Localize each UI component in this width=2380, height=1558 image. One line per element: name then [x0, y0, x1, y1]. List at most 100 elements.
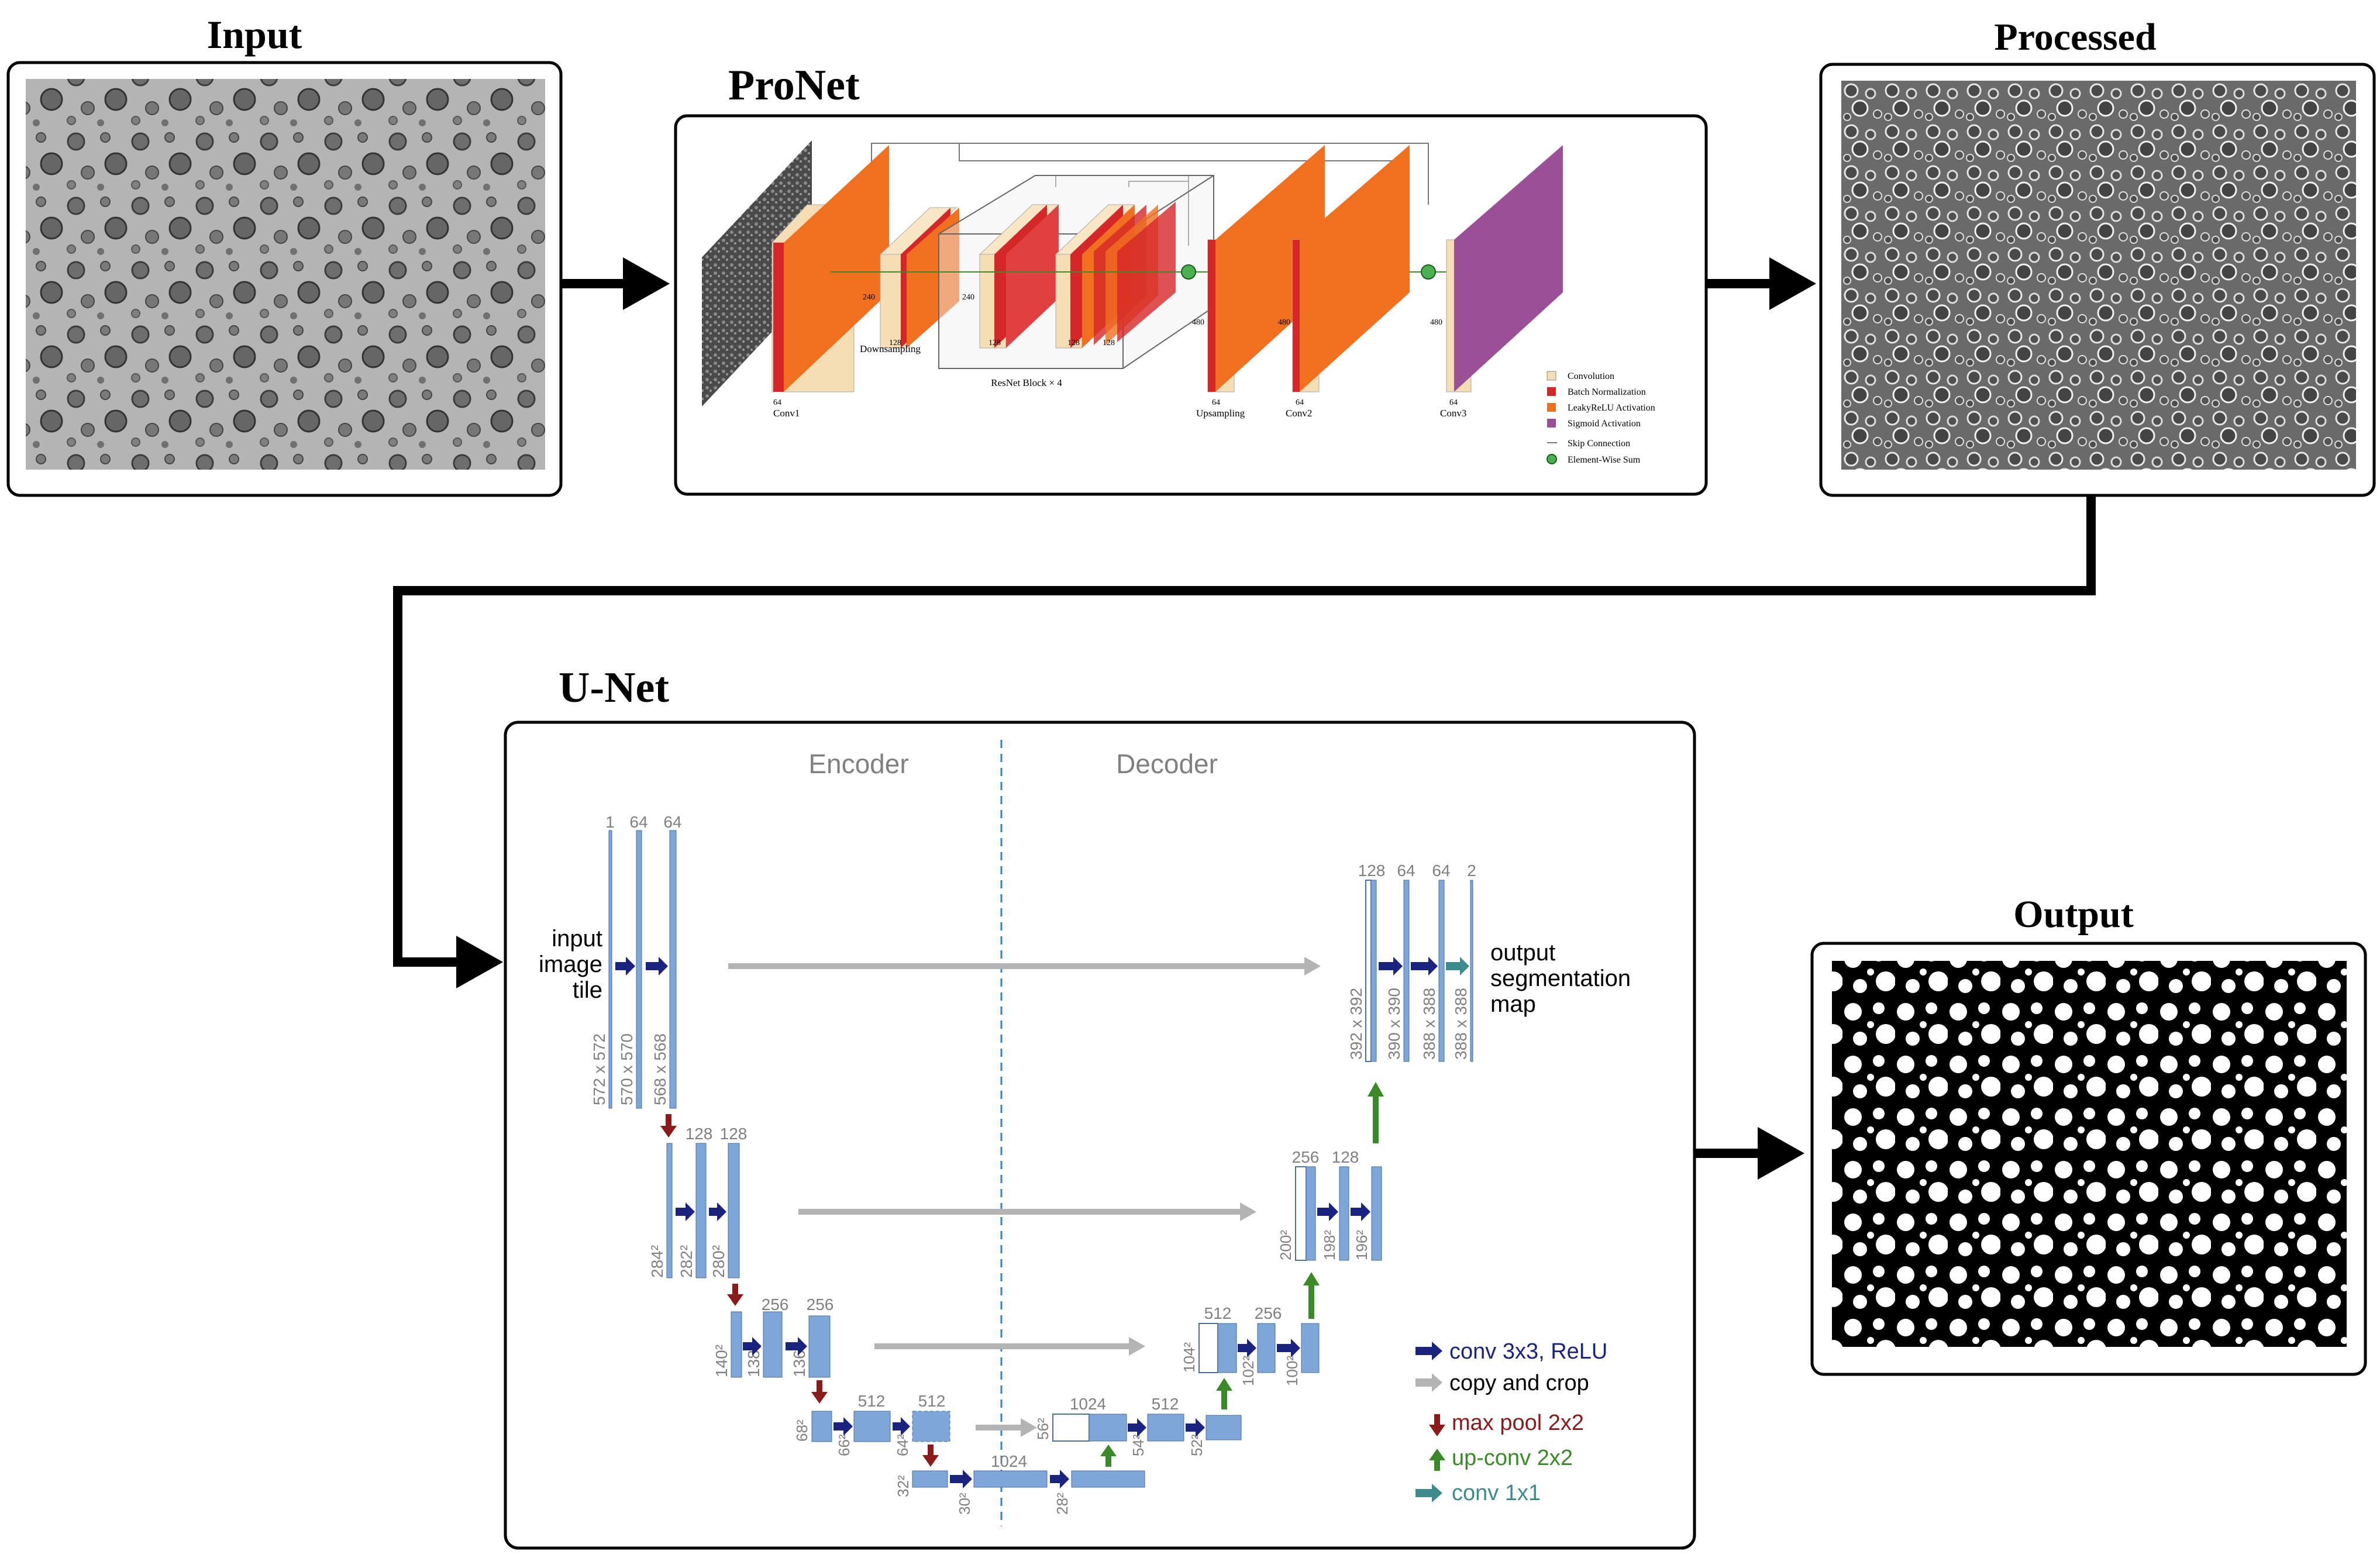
output-mask-image: [1832, 961, 2347, 1347]
pronet-res-ch2: 128: [1067, 339, 1080, 347]
pronet-conv1-block: [771, 145, 890, 392]
unet-d3-size-102: 102²: [1239, 1356, 1257, 1386]
unet-l1-ch-64b: 64: [663, 813, 681, 831]
unet-l5-pool: [912, 1470, 948, 1488]
pronet-conv3-label: Conv3: [1440, 408, 1466, 419]
unet-d2-up: [1306, 1166, 1316, 1261]
unet-d3-size-100: 100²: [1283, 1356, 1301, 1386]
unet-d3-up: [1217, 1323, 1237, 1373]
unet-d1-ch-2: 2: [1467, 861, 1476, 880]
title-processed: Processed: [1994, 16, 2156, 58]
unet-l4-conv1: [853, 1411, 891, 1442]
unet-l3-conv2: [808, 1315, 831, 1378]
pronet-legend-leakyrelu: LeakyReLU Activation: [1568, 403, 1655, 413]
unet-d4-ch-512: 512: [1152, 1395, 1179, 1413]
unet-d2-conv2: [1371, 1166, 1382, 1261]
arrow-unet-to-output: [1694, 1127, 1804, 1180]
pronet-resnet-label: ResNet Block × 4: [991, 377, 1062, 388]
unet-d3-ch-512: 512: [1204, 1304, 1232, 1322]
unet-l2-ch-128a: 128: [686, 1125, 713, 1143]
unet-d2-size-200: 200²: [1277, 1230, 1294, 1260]
unet-pool-arrows: [660, 1114, 939, 1467]
unet-output-label-3: map: [1490, 991, 1536, 1017]
unet-d4-up: [1089, 1414, 1127, 1442]
pronet-panel: Conv1 64 Downsampling 128 240: [674, 114, 1708, 496]
unet-legend-conv1x1: conv 1x1: [1452, 1481, 1541, 1505]
unet-l5-size-32: 32²: [894, 1475, 912, 1497]
unet-d1-conv2: [1438, 880, 1445, 1062]
unet-legend: conv 3x3, ReLU copy and crop max pool 2x…: [1415, 1339, 1607, 1505]
unet-l1-conv1: [636, 830, 642, 1109]
pronet-res-dim: 240: [962, 293, 974, 302]
processed-image: [1841, 81, 2356, 470]
title-unet: U-Net: [559, 664, 669, 712]
input-image: [26, 79, 545, 470]
unet-l3-ch-256a: 256: [762, 1295, 789, 1314]
unet-d1-size-388b: 388 x 388: [1452, 988, 1470, 1060]
unet-d1-conv1: [1403, 880, 1410, 1062]
unet-l1-ch-64a: 64: [629, 813, 647, 831]
unet-d4-crop: [1052, 1414, 1090, 1442]
arrow-input-to-pronet: [562, 257, 670, 310]
unet-l1-size-568: 568 x 568: [651, 1033, 669, 1105]
unet-input-label-1: input: [552, 926, 602, 952]
unet-d2-crop: [1295, 1166, 1307, 1261]
unet-l1-size-572: 572 x 572: [590, 1033, 608, 1105]
pronet-downsampling-label: Downsampling: [860, 343, 921, 354]
pronet-down-dim: 240: [863, 293, 875, 302]
pronet-res-ch3: 128: [1103, 339, 1115, 347]
unet-d2-size-196: 196²: [1353, 1230, 1370, 1260]
unet-legend-conv: conv 3x3, ReLU: [1449, 1339, 1607, 1364]
unet-d1-size-388a: 388 x 388: [1420, 988, 1438, 1060]
unet-l4-size-64: 64²: [894, 1434, 911, 1456]
unet-l5-ch-1024: 1024: [991, 1452, 1027, 1470]
unet-d2-ch-256: 256: [1292, 1148, 1320, 1166]
unet-d2-ch-128: 128: [1332, 1148, 1359, 1166]
pronet-conv2-block: [1292, 145, 1410, 392]
pronet-conv3-ch: 64: [1449, 398, 1458, 407]
pronet-conv2-label: Conv2: [1286, 408, 1312, 419]
unet-d4-ch-1024: 1024: [1070, 1395, 1106, 1413]
unet-d1-crop: [1365, 880, 1372, 1062]
pronet-legend-sigmoid: Sigmoid Activation: [1568, 419, 1641, 429]
unet-d1-ch-64a: 64: [1397, 861, 1415, 880]
unet-output-label-2: segmentation: [1490, 966, 1631, 991]
unet-legend-copy: copy and crop: [1449, 1371, 1589, 1395]
unet-d3-size-104: 104²: [1180, 1342, 1198, 1373]
pronet-upsampling-block: [1207, 145, 1325, 392]
unet-d4-size-52: 52²: [1188, 1434, 1206, 1456]
unet-l2-size-280: 280²: [709, 1245, 728, 1278]
unet-l1-conv2: [669, 830, 677, 1109]
unet-panel: Encoder Decoder input image tile 1 64 64…: [504, 721, 1696, 1550]
unet-upconv-arrows: [1100, 1082, 1384, 1467]
unet-d1-size-390: 390 x 390: [1385, 988, 1403, 1060]
unet-encoder-label: Encoder: [808, 749, 908, 779]
unet-l3-conv1: [763, 1311, 783, 1378]
unet-l5-conv1: [973, 1470, 1048, 1488]
unet-d4-size-54: 54²: [1129, 1434, 1147, 1456]
pronet-sum-node-1: [1181, 264, 1196, 280]
unet-l3-pool: [731, 1311, 742, 1378]
unet-conv-arrows: [615, 957, 1438, 1488]
unet-conv1x1-arrow: [1446, 957, 1469, 976]
pronet-up-ch: 64: [1212, 398, 1220, 407]
unet-l4-conv2: [912, 1411, 950, 1442]
pronet-conv1-ch: 64: [773, 398, 781, 407]
unet-d4-conv1: [1147, 1414, 1184, 1442]
unet-decoder-label: Decoder: [1116, 749, 1218, 779]
pronet-legend-batchnorm: Batch Normalization: [1568, 387, 1646, 397]
pronet-conv3-dim: 480: [1430, 318, 1442, 327]
pronet-legend-convolution: Convolution: [1568, 371, 1614, 381]
unet-l2-conv1: [695, 1143, 707, 1278]
unet-input-label-2: image: [539, 952, 602, 977]
unet-l1-ch-1: 1: [605, 813, 615, 831]
pronet-up-dim: 480: [1192, 318, 1204, 327]
unet-l2-conv2: [728, 1143, 740, 1278]
unet-l2-size-284: 284²: [648, 1245, 666, 1278]
unet-legend-pool: max pool 2x2: [1452, 1411, 1584, 1435]
arrow-pronet-to-processed: [1707, 257, 1816, 310]
unet-l4-ch-512a: 512: [858, 1392, 886, 1410]
unet-d4-conv2: [1206, 1415, 1242, 1440]
pronet-legend: Convolution Batch Normalization LeakyReL…: [1547, 371, 1655, 465]
pronet-conv3-block: [1446, 145, 1563, 392]
